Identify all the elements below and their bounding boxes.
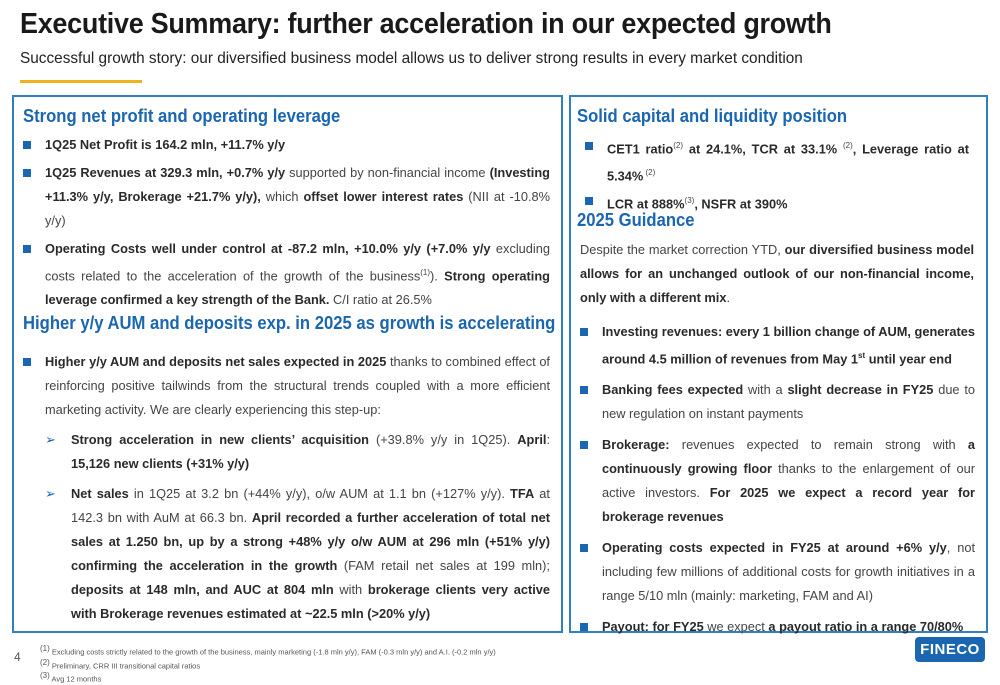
section-title-capital: Solid capital and liquidity position bbox=[577, 105, 848, 126]
list-item: Banking fees expected with a slight decr… bbox=[580, 378, 975, 426]
list-item: LCR at 888%(3), NSFR at 390% bbox=[585, 189, 969, 216]
bullet-icon bbox=[580, 623, 588, 632]
list-item: ➢ Net sales in 1Q25 at 3.2 bn (+44% y/y),… bbox=[45, 482, 550, 626]
footnote-2: (2) Preliminary, CRR III transitional ca… bbox=[40, 657, 201, 671]
bullet-icon bbox=[580, 544, 588, 553]
aum-list: Higher y/y AUM and deposits net sales ex… bbox=[23, 350, 550, 626]
footnotes: (1) Excluding costs strictly related to … bbox=[40, 644, 496, 685]
bullet-icon bbox=[580, 386, 588, 395]
arrow-icon: ➢ bbox=[45, 432, 56, 447]
bullet-icon bbox=[585, 142, 593, 150]
capital-list: CET1 ratio(2) at 24.1%, TCR at 33.1% (2)… bbox=[585, 134, 969, 216]
left-panel: Strong net profit and operating leverage… bbox=[12, 95, 563, 633]
page-number: 4 bbox=[14, 650, 21, 664]
bullet-icon bbox=[23, 245, 31, 253]
list-item: Higher y/y AUM and deposits net sales ex… bbox=[23, 350, 550, 422]
page-title: Executive Summary: further acceleration … bbox=[20, 8, 832, 40]
page-subtitle: Successful growth story: our diversified… bbox=[20, 50, 803, 67]
arrow-icon: ➢ bbox=[45, 486, 56, 501]
list-item: Investing revenues: every 1 billion chan… bbox=[580, 320, 975, 371]
list-item: Operating costs expected in FY25 at arou… bbox=[580, 536, 975, 608]
footnote-3: (3) Avg 12 months bbox=[40, 671, 102, 684]
footnote-1: (1) Excluding costs strictly related to … bbox=[40, 644, 496, 657]
net-profit-list: 1Q25 Net Profit is 164.2 mln, +11.7% y/y… bbox=[23, 133, 550, 312]
list-item: Payout: for FY25 we expect a payout rati… bbox=[580, 615, 975, 639]
section-title-aum: Higher y/y AUM and deposits exp. in 2025… bbox=[23, 312, 556, 333]
bullet-icon bbox=[23, 169, 31, 177]
bullet-icon bbox=[580, 441, 588, 450]
right-panel: Solid capital and liquidity position CET… bbox=[569, 95, 988, 634]
bullet-icon bbox=[23, 358, 31, 366]
bullet-icon bbox=[580, 328, 588, 336]
section-title-guidance: 2025 Guidance bbox=[577, 209, 695, 230]
fineco-logo: FINECO bbox=[915, 637, 985, 662]
list-item: Operating Costs well under control at -8… bbox=[23, 237, 550, 312]
guidance-list: Investing revenues: every 1 billion chan… bbox=[580, 320, 975, 639]
list-item: Brokerage: revenues expected to remain s… bbox=[580, 433, 975, 529]
list-item: ➢ Strong acceleration in new clients’ acq… bbox=[45, 428, 550, 476]
section-title-net-profit: Strong net profit and operating leverage bbox=[23, 105, 341, 126]
guidance-intro: Despite the market correction YTD, our d… bbox=[580, 242, 974, 305]
list-item: CET1 ratio(2) at 24.1%, TCR at 33.1% (2)… bbox=[585, 134, 969, 189]
accent-bar bbox=[20, 80, 142, 83]
bullet-icon bbox=[23, 141, 31, 149]
bullet-icon bbox=[585, 196, 593, 205]
list-item: 1Q25 Revenues at 329.3 mln, +0.7% y/y su… bbox=[23, 161, 550, 233]
list-item: 1Q25 Net Profit is 164.2 mln, +11.7% y/y bbox=[23, 133, 550, 157]
